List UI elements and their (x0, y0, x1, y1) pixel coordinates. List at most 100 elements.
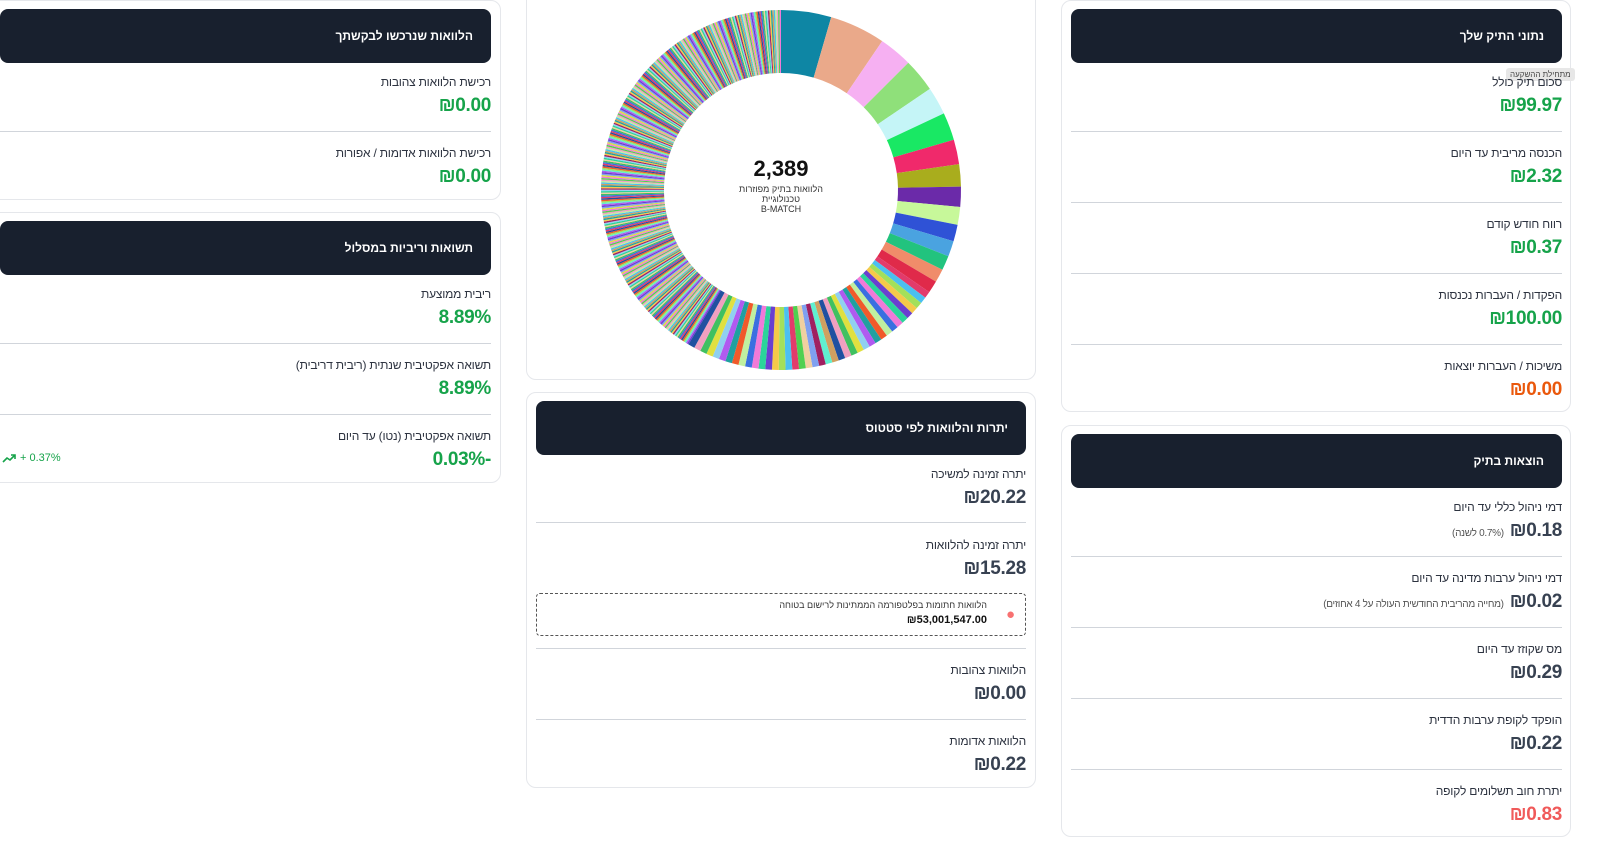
donut-slice (834, 291, 870, 350)
donut-slice (654, 61, 700, 107)
donut-slice (645, 70, 694, 114)
donut-slice (635, 83, 687, 122)
donut-slice (602, 163, 666, 174)
row-label: יתרה זמינה למשיכה (930, 467, 1026, 481)
donut-slice (863, 270, 913, 319)
donut-slice (634, 258, 687, 297)
donut-slice (630, 90, 684, 126)
divider (536, 648, 1026, 649)
donut-slice (846, 284, 887, 340)
donut-slice (748, 12, 762, 75)
donut-slice (792, 305, 806, 370)
donut-slice (647, 68, 695, 112)
donut-slice (619, 241, 677, 271)
donut-slice (601, 175, 665, 182)
donut-slice (604, 151, 667, 167)
donut-slice (683, 288, 719, 343)
divider (1071, 556, 1562, 557)
donut-slice (672, 45, 711, 97)
donut-slice (717, 20, 741, 81)
donut-slice (863, 62, 930, 125)
donut-slice (644, 71, 693, 114)
donut-slice (647, 268, 696, 313)
donut-slice (700, 294, 733, 354)
donut-slice (604, 154, 667, 169)
donut-slice (661, 54, 705, 103)
donut-slice (788, 306, 800, 370)
donut-slice (738, 14, 755, 77)
donut-slice (874, 256, 930, 298)
donut-slice (701, 27, 731, 85)
donut-slice (648, 269, 696, 314)
donut-slice (612, 126, 672, 150)
donut-slice (685, 36, 720, 91)
donut-slice (615, 118, 674, 145)
donut-slice (669, 281, 710, 332)
loans-available-row: יתרה זמינה להלוואות ₪15.28 (556, 538, 1027, 580)
donut-slice (601, 185, 665, 188)
donut-slice (625, 248, 681, 282)
donut-slice (603, 209, 666, 222)
donut-slice (607, 220, 669, 239)
donut-slice (611, 228, 671, 252)
donut-slice (746, 13, 760, 76)
donut-slice (609, 133, 670, 155)
donut-slice (889, 223, 954, 257)
donut-slice (666, 50, 708, 100)
row-value: ₪0.00 (1509, 379, 1563, 400)
donut-slice (712, 298, 741, 359)
donut-slice (686, 36, 721, 91)
donut-slice (709, 24, 736, 83)
donut-slice (606, 144, 668, 162)
donut-slice (605, 217, 668, 234)
donut-slice (629, 253, 684, 290)
purchased-loans-title: הלוואות שנרכשו לבקשתך (335, 29, 473, 43)
donut-slice (620, 106, 678, 137)
donut-slice (666, 280, 708, 331)
donut-slice (801, 304, 820, 368)
donut-slice (659, 276, 703, 324)
donut-slice (614, 119, 674, 146)
donut-slice (608, 222, 669, 242)
donut-slice (604, 211, 667, 225)
donut-slice (765, 306, 776, 370)
donut-slice (692, 32, 725, 89)
donut-slice (613, 122, 673, 148)
row-value: ₪0.29 (1509, 662, 1563, 683)
donut-slice (648, 67, 696, 111)
donut-slice (658, 57, 703, 105)
donut-slice (668, 48, 709, 99)
donut-slice (628, 252, 683, 287)
donut-slice (687, 35, 722, 90)
donut-slice (740, 14, 756, 77)
donut-slice (826, 295, 858, 356)
donut-slice (685, 289, 720, 344)
expenses-title: הוצאות בתיק (1473, 454, 1544, 468)
divider (1071, 698, 1562, 699)
donut-slice (601, 195, 665, 200)
donut-slice (694, 31, 726, 88)
donut-slice (641, 263, 691, 305)
row-label: דמי ניהול ערבות מדינה עד היום (1411, 571, 1562, 585)
donut-slice (601, 198, 665, 205)
donut-slice (639, 77, 690, 118)
donut-slice (643, 265, 693, 308)
donut-slice (722, 19, 744, 80)
portfolio-data-title: נתוני התיק שלך (1459, 29, 1544, 43)
donut-slice (814, 300, 839, 363)
donut-slice (610, 227, 671, 249)
donut-slice (660, 276, 704, 325)
donut-slice (736, 15, 753, 77)
donut-slice (628, 92, 683, 128)
red-loans-row: הלוואות אדומות ₪0.22 (556, 734, 1026, 776)
donut-slice (627, 93, 683, 129)
donut-slice (612, 230, 672, 255)
donut-slice (610, 228, 671, 250)
donut-slice (662, 278, 705, 327)
donut-slice (632, 256, 685, 293)
donut-slice (651, 271, 698, 317)
divider (0, 343, 491, 344)
donut-slice (616, 237, 675, 265)
donut-slice (657, 58, 702, 105)
donut-slice (602, 169, 665, 178)
